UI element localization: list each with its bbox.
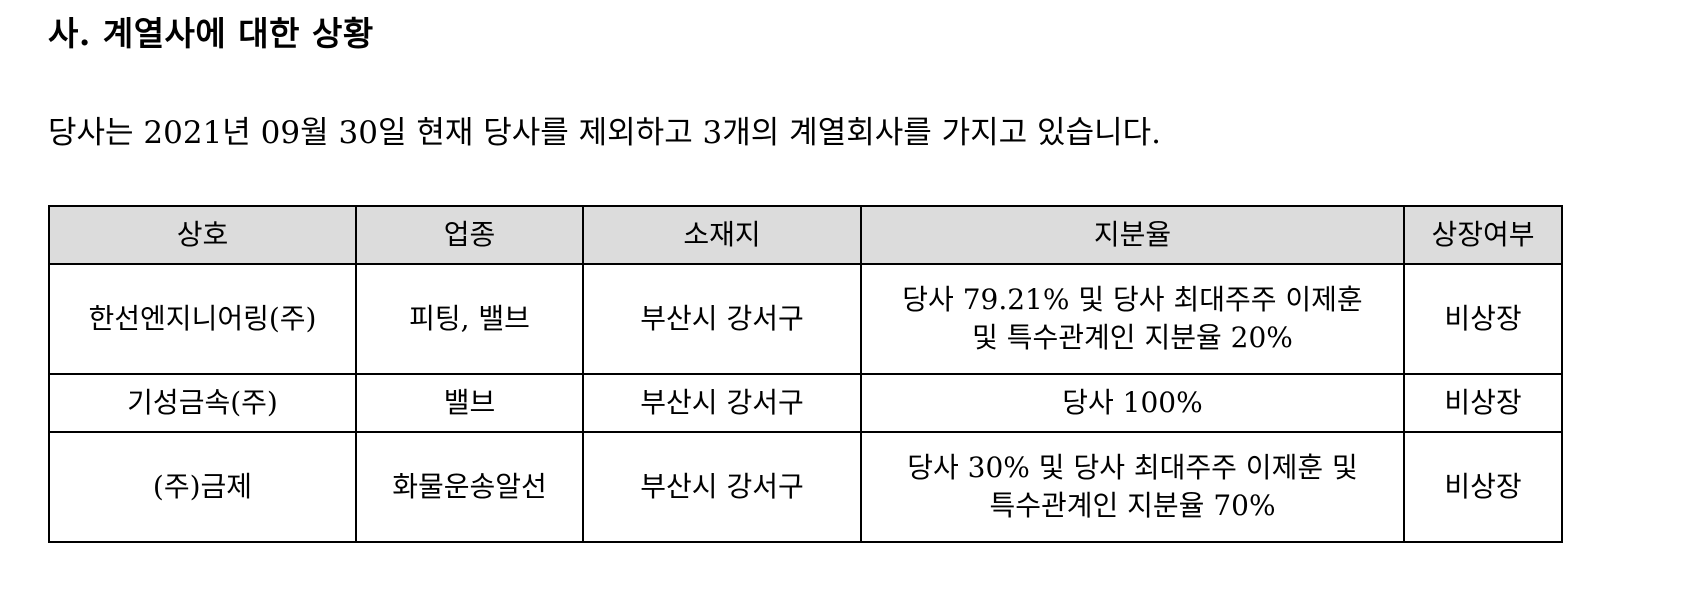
table-row: 기성금속(주) 밸브 부산시 강서구 당사 100% 비상장 <box>48 373 1563 433</box>
column-header-name: 상호 <box>48 205 357 265</box>
cell-location: 부산시 강서구 <box>582 373 862 433</box>
cell-share: 당사 100% <box>860 373 1405 433</box>
table-header: 상호 업종 소재지 지분율 상장여부 <box>48 205 1563 265</box>
column-header-listed: 상장여부 <box>1403 205 1563 265</box>
cell-business: 화물운송알선 <box>355 431 584 543</box>
share-line-1: 당사 79.21% 및 당사 최대주주 이제훈 <box>902 282 1363 316</box>
table-row: (주)금제 화물운송알선 부산시 강서구 당사 30% 및 당사 최대주주 이제… <box>48 431 1563 543</box>
cell-location: 부산시 강서구 <box>582 431 862 543</box>
cell-business: 밸브 <box>355 373 584 433</box>
column-header-business: 업종 <box>355 205 584 265</box>
table-body: 한선엔지니어링(주) 피팅, 밸브 부산시 강서구 당사 79.21% 및 당사… <box>48 263 1563 543</box>
section-heading: 사. 계열사에 대한 상황 <box>48 14 374 53</box>
cell-listed: 비상장 <box>1403 263 1563 375</box>
affiliates-table: 상호 업종 소재지 지분율 상장여부 한선엔지니어링(주) 피팅, 밸브 부산시… <box>48 205 1563 543</box>
share-line-1: 당사 30% 및 당사 최대주주 이제훈 및 <box>907 450 1358 484</box>
table-row: 한선엔지니어링(주) 피팅, 밸브 부산시 강서구 당사 79.21% 및 당사… <box>48 263 1563 375</box>
affiliates-table-container: 상호 업종 소재지 지분율 상장여부 한선엔지니어링(주) 피팅, 밸브 부산시… <box>48 205 1563 543</box>
cell-listed: 비상장 <box>1403 431 1563 543</box>
cell-location: 부산시 강서구 <box>582 263 862 375</box>
column-header-share: 지분율 <box>860 205 1405 265</box>
cell-share: 당사 79.21% 및 당사 최대주주 이제훈 및 특수관계인 지분율 20% <box>860 263 1405 375</box>
cell-share: 당사 30% 및 당사 최대주주 이제훈 및 특수관계인 지분율 70% <box>860 431 1405 543</box>
cell-name: 한선엔지니어링(주) <box>48 263 357 375</box>
cell-listed: 비상장 <box>1403 373 1563 433</box>
column-header-location: 소재지 <box>582 205 862 265</box>
cell-name: (주)금제 <box>48 431 357 543</box>
share-line-1: 당사 100% <box>1062 385 1203 419</box>
table-header-row: 상호 업종 소재지 지분율 상장여부 <box>48 205 1563 265</box>
share-line-2: 특수관계인 지분율 70% <box>989 489 1276 522</box>
cell-business: 피팅, 밸브 <box>355 263 584 375</box>
share-line-2: 및 특수관계인 지분율 20% <box>972 321 1293 354</box>
cell-name: 기성금속(주) <box>48 373 357 433</box>
intro-paragraph: 당사는 2021년 09월 30일 현재 당사를 제외하고 3개의 계열회사를 … <box>48 115 1161 151</box>
